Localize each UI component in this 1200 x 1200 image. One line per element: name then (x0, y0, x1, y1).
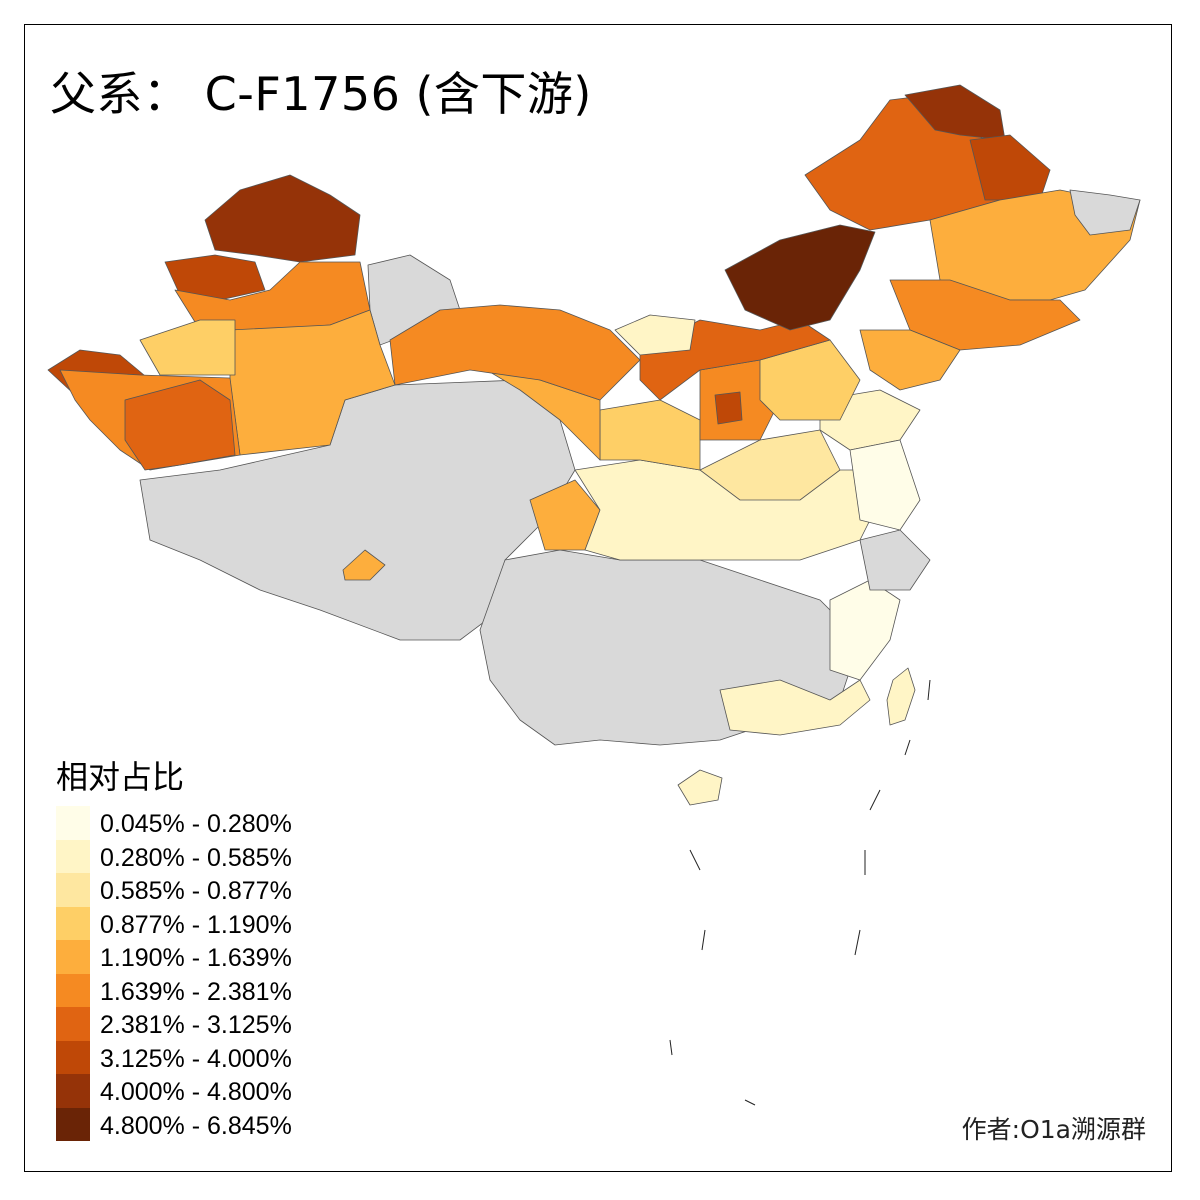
region-zhejiang (859, 529, 931, 591)
legend-label: 2.381% - 3.125% (100, 1011, 292, 1039)
legend-swatch (56, 873, 90, 907)
region-xinjiang-light (139, 319, 236, 376)
region-hainan (677, 769, 723, 806)
legend-label: 0.877% - 1.190% (100, 910, 292, 939)
region-heilongjiang-north (969, 134, 1051, 201)
region-inner-mongolia-west (389, 304, 641, 401)
region-jiangsu (849, 439, 921, 531)
legend-swatch (56, 839, 90, 873)
legend-label: 4.000% - 4.800% (100, 1078, 292, 1106)
legend-swatch (56, 1074, 90, 1108)
region-fujian (829, 579, 901, 681)
region-shaanxi (599, 399, 701, 471)
legend-label: 3.125% - 4.000% (100, 1044, 292, 1073)
legend-label: 1.190% - 1.639% (100, 944, 292, 972)
author-credit: 作者:O1a溯源群 (961, 1115, 1146, 1144)
region-lhasa (342, 549, 386, 581)
legend-label: 0.280% - 0.585% (100, 843, 292, 872)
legend-swatch (56, 1007, 90, 1041)
legend-swatch (56, 906, 90, 940)
legend-label: 4.800% - 6.845% (100, 1111, 292, 1140)
legend-label: 1.639% - 2.381% (100, 977, 292, 1006)
legend-swatch (56, 940, 90, 974)
legend-swatch (56, 973, 90, 1007)
legend-title: 相对占比 (56, 758, 185, 796)
legend-label: 0.045% - 0.280% (100, 810, 292, 838)
region-altay (204, 174, 361, 263)
map-title: 父系： C-F1756 (含下游) (50, 67, 592, 121)
region-taiwan (886, 667, 916, 726)
region-guangdong (719, 679, 871, 736)
legend-swatch (56, 1040, 90, 1074)
legend-swatch (56, 1107, 90, 1141)
region-xilingol (724, 224, 876, 331)
south-china-sea-islands (669, 679, 931, 1106)
map-frame (24, 24, 1172, 1172)
region-alashan-light (614, 314, 696, 356)
region-heilongjiang-nodata (1069, 189, 1141, 236)
legend-swatch (56, 806, 90, 840)
region-datong (714, 391, 743, 425)
legend-label: 0.585% - 0.877% (100, 877, 292, 905)
region-liaoning (859, 329, 961, 391)
region-hotan (124, 379, 236, 471)
